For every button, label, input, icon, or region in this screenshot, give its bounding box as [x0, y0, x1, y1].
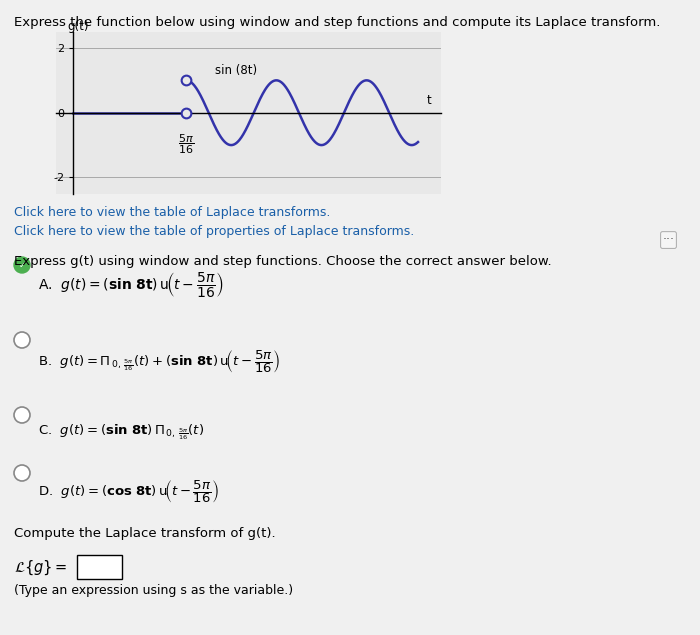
- Text: C.  $g(t) = (\mathbf{sin}\ \mathbf{8t})\,\Pi_{\,0,\,\frac{5\pi}{16}}(t)$: C. $g(t) = (\mathbf{sin}\ \mathbf{8t})\,…: [38, 423, 204, 443]
- Text: Click here to view the table of Laplace transforms.: Click here to view the table of Laplace …: [14, 206, 330, 219]
- Circle shape: [14, 332, 30, 348]
- Text: Express the function below using window and step functions and compute its Lapla: Express the function below using window …: [14, 16, 660, 29]
- Text: B.  $g(t) = \Pi_{\,0,\,\frac{5\pi}{16}}(t) + (\mathbf{sin}\ \mathbf{8t})\,\mathr: B. $g(t) = \Pi_{\,0,\,\frac{5\pi}{16}}(t…: [38, 348, 281, 375]
- Text: $\mathcal{L}\{g\} = $: $\mathcal{L}\{g\} = $: [14, 559, 67, 577]
- Text: t: t: [427, 94, 432, 107]
- Text: ···: ···: [662, 234, 675, 246]
- Text: (Type an expression using s as the variable.): (Type an expression using s as the varia…: [14, 584, 293, 597]
- Circle shape: [14, 407, 30, 423]
- Circle shape: [14, 257, 30, 273]
- Text: ✓: ✓: [18, 260, 25, 269]
- Text: Click here to view the table of properties of Laplace transforms.: Click here to view the table of properti…: [14, 225, 414, 238]
- Text: g(t): g(t): [67, 20, 89, 34]
- Text: Compute the Laplace transform of g(t).: Compute the Laplace transform of g(t).: [14, 527, 276, 540]
- Text: A.  $g(t) = (\mathbf{sin}\ \mathbf{8t})\,\mathrm{u}\!\left(t - \dfrac{5\pi}{16}\: A. $g(t) = (\mathbf{sin}\ \mathbf{8t})\,…: [38, 270, 225, 299]
- Text: $\dfrac{5\pi}{16}$: $\dfrac{5\pi}{16}$: [178, 132, 194, 156]
- Circle shape: [14, 465, 30, 481]
- Text: Express g(t) using window and step functions. Choose the correct answer below.: Express g(t) using window and step funct…: [14, 255, 552, 268]
- Text: sin (8t): sin (8t): [215, 64, 257, 77]
- Text: D.  $g(t) = (\mathbf{cos}\ \mathbf{8t})\,\mathrm{u}\!\left(t - \dfrac{5\pi}{16}\: D. $g(t) = (\mathbf{cos}\ \mathbf{8t})\,…: [38, 478, 219, 505]
